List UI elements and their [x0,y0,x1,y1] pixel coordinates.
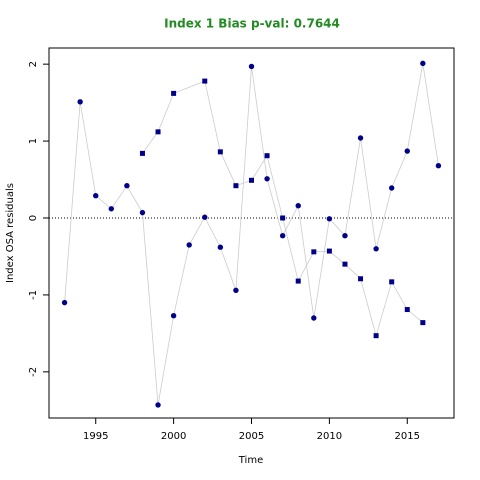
circle-point [279,232,286,239]
circle-point [77,99,83,105]
y-tick-label: 1 [28,138,39,144]
square-point [342,261,348,267]
circle-point [420,60,426,67]
circle-point [404,148,410,154]
x-tick-label: 2005 [239,431,264,442]
square-point [420,320,426,326]
circle-point [233,287,239,294]
x-tick-label: 2000 [161,431,186,442]
circle-point [311,315,317,321]
circle-point [295,202,301,209]
x-tick-label: 2010 [317,431,342,442]
square-point [404,307,410,313]
circle-point [108,206,115,212]
square-point [373,333,379,339]
x-axis-label: Time [238,455,263,466]
circle-point [170,312,177,319]
circle-point [93,192,99,199]
circle-point [388,185,395,191]
circle-point [326,216,333,222]
y-tick-label: -2 [28,367,39,377]
circle-point [342,232,348,239]
circle-point [139,209,146,216]
square-point [233,183,239,189]
square-point [217,149,223,155]
circle-point [202,214,208,220]
plot-frame [48,47,455,419]
y-tick-label: 2 [28,61,39,67]
series-line [64,63,439,405]
circle-point [435,162,442,169]
square-point [389,279,395,285]
square-point [326,248,332,254]
series-line [142,80,424,338]
circle-point [61,299,68,306]
circle-point [248,63,255,70]
square-point [139,150,145,156]
circle-point [357,135,364,141]
square-point [280,215,286,221]
chart-title: Index 1 Bias p-val: 0.7644 [164,17,340,31]
x-tick-label: 1995 [83,431,108,442]
circle-point [155,402,161,408]
circle-point [217,244,224,250]
square-point [311,249,317,255]
square-point [295,278,301,284]
y-tick-label: -1 [28,290,39,300]
y-tick-label: 0 [28,215,39,221]
square-point [202,78,208,84]
square-point [155,129,161,135]
circle-point [124,182,130,189]
circle-point [373,246,379,252]
x-tick-label: 2015 [395,431,420,442]
square-point [358,276,364,282]
circle-point [264,176,270,182]
square-point [264,153,270,159]
y-axis-label: Index OSA residuals [5,183,16,283]
square-point [171,90,177,96]
square-point [249,177,254,183]
circle-point [186,242,192,248]
